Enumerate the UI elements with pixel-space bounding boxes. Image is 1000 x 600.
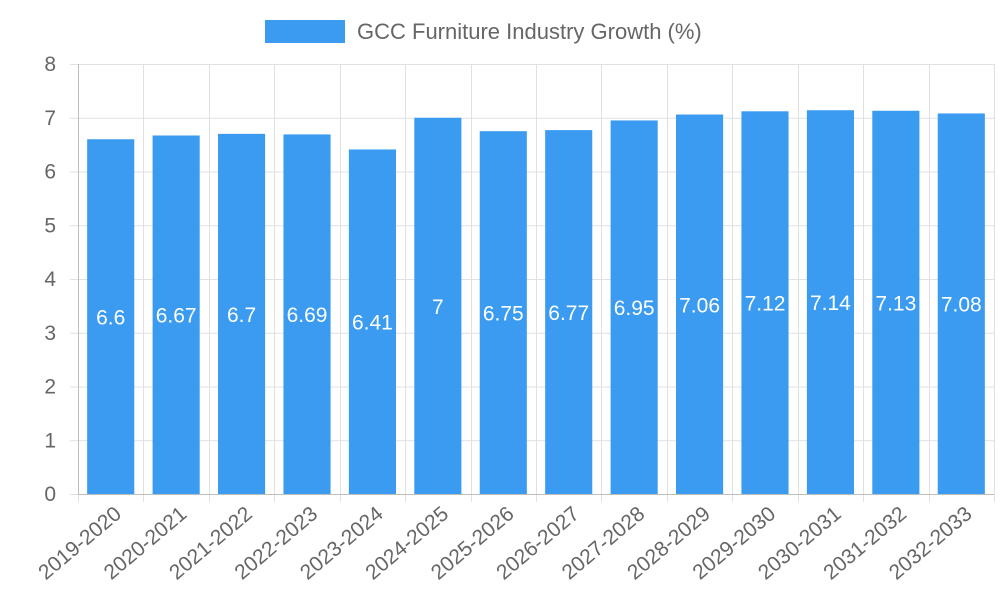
y-tick-label: 5: [44, 214, 56, 237]
bar[interactable]: [806, 110, 854, 494]
legend[interactable]: GCC Furniture Industry Growth (%): [265, 19, 702, 44]
bar[interactable]: [87, 139, 135, 494]
bar-data-label: 6.41: [352, 312, 393, 335]
bar-data-label: 7.06: [679, 294, 720, 317]
bar[interactable]: [283, 134, 331, 494]
bar-data-label: 6.7: [227, 304, 256, 327]
legend-swatch: [265, 20, 345, 43]
bar-data-label: 6.67: [156, 305, 197, 328]
bar[interactable]: [152, 135, 200, 495]
bar[interactable]: [741, 111, 789, 495]
bar[interactable]: [676, 114, 724, 495]
bar[interactable]: [414, 117, 462, 494]
bar[interactable]: [218, 133, 266, 494]
bar-data-label: 6.77: [548, 302, 589, 325]
bar-data-label: 7.08: [941, 294, 982, 317]
y-tick-label: 0: [44, 483, 56, 506]
bar[interactable]: [348, 149, 396, 494]
y-tick-label: 8: [44, 53, 56, 76]
data-labels-layer: 6.6 6.67 6.7 6.69 6.41 7 6.75 6.77 6.95 7.06 7.12 7…: [96, 292, 982, 335]
y-tick-label: 4: [44, 268, 56, 291]
bar[interactable]: [937, 113, 985, 494]
y-tick-label: 7: [44, 107, 56, 130]
bar-data-label: 7.13: [875, 292, 916, 315]
bar-data-label: 7.12: [745, 293, 786, 316]
bar[interactable]: [872, 110, 920, 494]
bar-data-label: 7: [432, 296, 444, 319]
y-tick-label: 1: [44, 429, 56, 452]
y-tick-label: 6: [44, 161, 56, 184]
bar[interactable]: [610, 120, 658, 494]
grid-layer: [70, 64, 995, 502]
bar-data-label: 6.95: [614, 297, 655, 320]
bar[interactable]: [545, 130, 593, 495]
legend-label: GCC Furniture Industry Growth (%): [357, 19, 702, 44]
y-tick-label: 2: [44, 376, 56, 399]
bar-data-label: 6.69: [287, 304, 328, 327]
bar-data-label: 6.6: [96, 307, 125, 330]
bar-data-label: 7.14: [810, 292, 851, 315]
y-tick-label: 3: [44, 322, 56, 345]
bars-layer: [87, 110, 985, 495]
bar[interactable]: [479, 131, 527, 494]
bar-data-label: 6.75: [483, 303, 524, 326]
